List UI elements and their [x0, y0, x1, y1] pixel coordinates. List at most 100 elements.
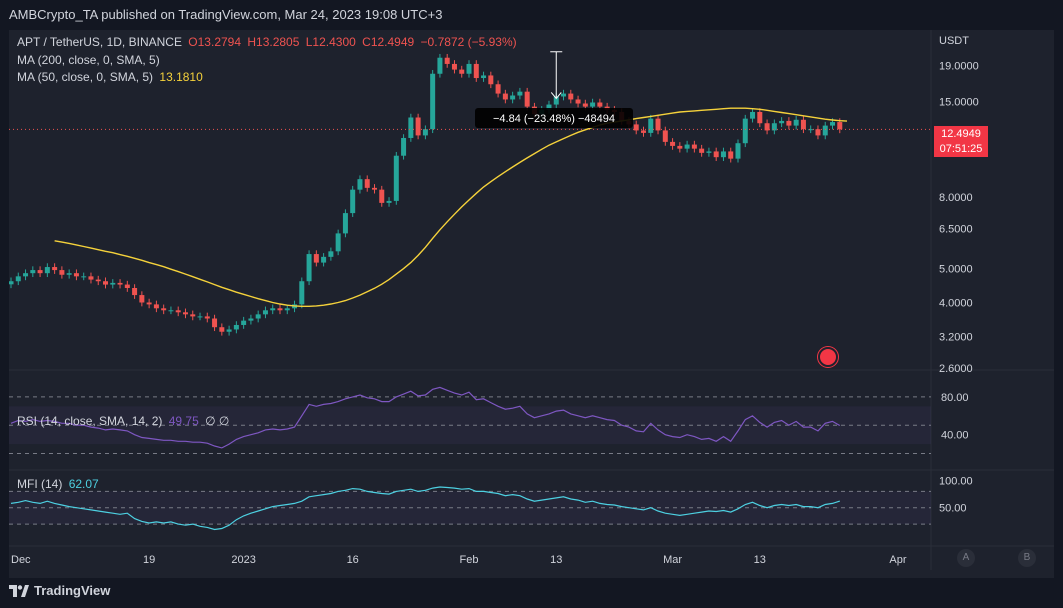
- candle-body: [299, 281, 305, 305]
- candle-body: [335, 233, 341, 252]
- candle-body: [546, 104, 552, 110]
- candle-body: [451, 63, 457, 70]
- mfi-line: [10, 486, 840, 531]
- candle-body: [124, 284, 130, 288]
- candle-body: [466, 63, 472, 74]
- footer-bar: [0, 578, 1063, 608]
- candle-body: [9, 281, 14, 285]
- candle-body: [786, 120, 792, 126]
- price-tick-label: 19.0000: [939, 61, 979, 73]
- candle-body: [357, 179, 363, 190]
- candle-body: [270, 308, 276, 311]
- candle-body: [648, 118, 654, 133]
- candle-body: [495, 84, 501, 94]
- candle-body: [655, 118, 661, 131]
- candle-body: [677, 145, 683, 149]
- candle-body: [590, 102, 596, 107]
- candle-body: [699, 148, 705, 153]
- candle-body: [52, 267, 58, 271]
- candle-body: [132, 287, 138, 296]
- candle-body: [66, 273, 72, 275]
- candle-body: [502, 93, 508, 100]
- candle-body: [793, 119, 799, 126]
- candle-body: [255, 314, 261, 319]
- candle-body: [808, 129, 814, 131]
- candle-body: [662, 130, 668, 142]
- ma50-legend: MA (50, close, 0, SMA, 5) 13.1810: [17, 70, 206, 84]
- candle-body: [23, 273, 29, 277]
- candle-body: [837, 122, 843, 130]
- time-tick-label: Dec: [11, 554, 31, 566]
- candle-body: [706, 151, 712, 153]
- candle-body: [161, 308, 167, 311]
- candle-body: [313, 254, 319, 263]
- candle-body: [691, 144, 697, 149]
- rsi-legend: RSI (14, close, SMA, 14, 2) 49.75 ∅ ∅: [17, 414, 232, 428]
- candle-body: [401, 137, 407, 156]
- candle-body: [488, 75, 494, 85]
- candle-body: [117, 282, 123, 285]
- candle-body: [44, 267, 50, 274]
- candle-body: [328, 251, 334, 257]
- candle-body: [517, 91, 523, 96]
- price-tick-label: 8.0000: [939, 192, 973, 204]
- bar-replay-button[interactable]: B: [1018, 549, 1036, 567]
- measure-arrow-head: [550, 92, 562, 100]
- candle-body: [321, 256, 327, 263]
- candle-body: [212, 318, 218, 328]
- tradingview-logo[interactable]: TradingView: [9, 583, 110, 598]
- measure-label: −4.84 (−23.48%) −48494: [493, 113, 615, 125]
- candle-body: [262, 310, 268, 315]
- candle-body: [444, 57, 450, 64]
- indicator-lines: −4.84 (−23.48%) −48494: [10, 51, 848, 531]
- time-tick-label: 16: [347, 554, 359, 566]
- candle-body: [146, 302, 152, 305]
- candle-body: [350, 189, 356, 214]
- candle-body: [168, 310, 174, 312]
- candle-body: [757, 111, 763, 124]
- candle-body: [226, 329, 232, 332]
- candle-body: [110, 282, 116, 285]
- candle-body: [830, 122, 836, 126]
- candle-body: [284, 308, 290, 311]
- candle-body: [750, 111, 756, 119]
- candle-body: [742, 118, 748, 144]
- publisher-line: AMBCrypto_TA published on TradingView.co…: [9, 7, 443, 22]
- candle-body: [640, 130, 646, 133]
- mfi-legend: MFI (14) 62.07: [17, 477, 102, 491]
- time-tick-label: 13: [550, 554, 562, 566]
- us-flag-icon[interactable]: [818, 347, 838, 367]
- candle-body: [553, 96, 559, 105]
- candle-body: [95, 279, 101, 282]
- candle-body: [764, 123, 770, 131]
- candle-body: [372, 187, 377, 190]
- rsi-label: RSI (14, close, SMA, 14, 2): [17, 414, 163, 428]
- price-tick-label: 5.0000: [939, 264, 973, 276]
- candle-body: [800, 119, 806, 130]
- candle-body: [771, 123, 777, 131]
- candle-body: [175, 310, 181, 313]
- candle-body: [473, 63, 479, 79]
- candle-body: [408, 117, 414, 138]
- candle-body: [88, 276, 94, 280]
- candle-body: [815, 129, 821, 136]
- price-tick-label: 6.5000: [939, 224, 973, 236]
- candle-body: [582, 103, 588, 107]
- time-tick-label: Mar: [663, 554, 682, 566]
- candle-body: [459, 69, 465, 74]
- chart-canvas[interactable]: −4.84 (−23.48%) −48494 USDT 19.0000 15.000…: [9, 30, 1054, 578]
- oscillator-bands: [9, 396, 931, 525]
- candle-body: [430, 73, 436, 130]
- candle-body: [633, 124, 639, 131]
- candle-body: [561, 93, 567, 97]
- grid-lines: [9, 30, 1054, 570]
- ma200-label: MA (200, close, 0, SMA, 5): [17, 53, 160, 67]
- candle-body: [37, 270, 43, 274]
- candles-layer: [9, 53, 931, 336]
- candle-body: [219, 327, 225, 332]
- close-value: C12.4949: [362, 35, 415, 49]
- auto-scale-button[interactable]: A: [957, 549, 975, 567]
- candle-body: [735, 143, 741, 159]
- axis-currency-label: USDT: [939, 35, 969, 47]
- candle-body: [342, 213, 348, 234]
